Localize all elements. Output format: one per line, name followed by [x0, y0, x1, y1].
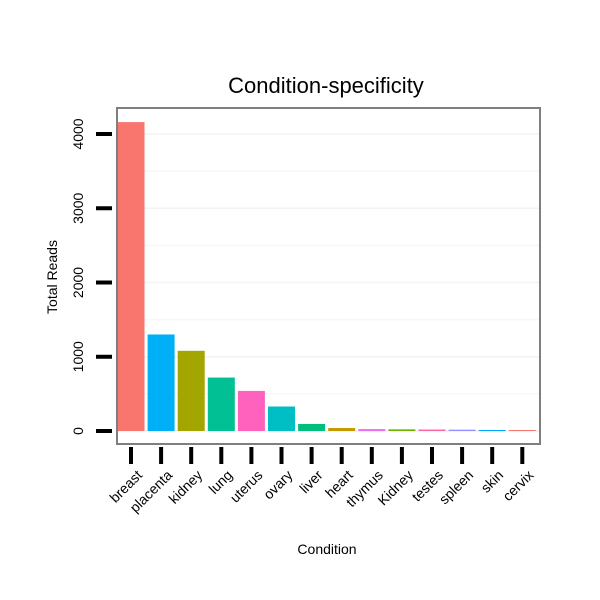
bar-lung: [207, 377, 235, 431]
y-axis-title: Total Reads: [44, 240, 60, 314]
y-tick-label: 0: [70, 427, 86, 435]
y-tick-label: 4000: [70, 118, 86, 149]
bar-ovary: [268, 406, 295, 431]
plot-panel-border: [116, 107, 541, 445]
bar-kidney: [388, 429, 416, 431]
x-tick-label: uterus: [227, 467, 266, 506]
bar-liver: [298, 423, 326, 431]
bar-spleen: [448, 429, 476, 431]
bar-kidney: [177, 350, 205, 431]
bar-uterus: [237, 390, 265, 431]
bars: [117, 122, 536, 432]
x-tick-label: kidney: [165, 467, 205, 507]
x-tick-label: liver: [296, 467, 326, 497]
bar-testes: [418, 429, 446, 431]
bar-skin: [478, 430, 506, 431]
y-tick-label: 3000: [70, 192, 86, 223]
bar-breast: [117, 122, 145, 432]
bar-placenta: [147, 334, 175, 431]
bar-heart: [328, 428, 356, 431]
x-tick-label: spleen: [436, 467, 476, 507]
y-tick-label: 1000: [70, 341, 86, 372]
x-tick-label: cervix: [499, 467, 536, 504]
chart-title: Condition-specificity: [228, 73, 424, 98]
y-axis: 0 1000 2000 3000 4000: [70, 118, 112, 435]
y-tick-label: 2000: [70, 267, 86, 298]
x-tick-label: ovary: [260, 467, 296, 503]
bar-cervix: [508, 430, 536, 431]
bar-thymus: [358, 429, 386, 431]
x-axis-title: Condition: [297, 541, 356, 557]
